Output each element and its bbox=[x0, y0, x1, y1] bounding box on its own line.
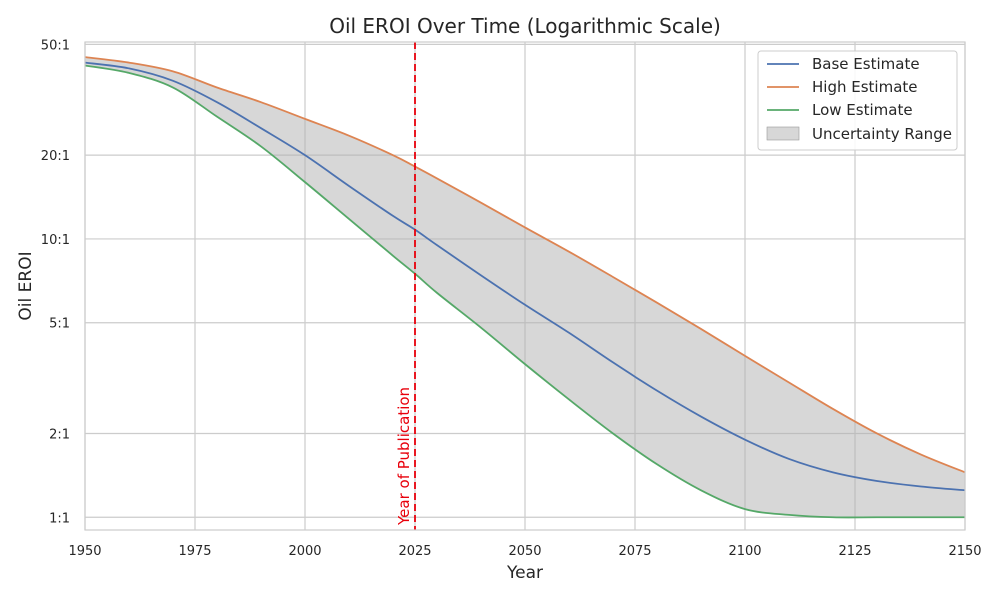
y-tick-labels: 1:1 2:1 5:1 10:1 20:1 50:1 bbox=[41, 38, 70, 526]
y-tick-label: 2:1 bbox=[49, 427, 70, 442]
x-tick-label: 2150 bbox=[948, 544, 981, 559]
y-tick-label: 10:1 bbox=[41, 233, 70, 248]
x-tick-label: 2125 bbox=[838, 544, 871, 559]
legend-box bbox=[757, 50, 958, 151]
legend-swatch-band bbox=[766, 126, 800, 141]
publication-year-label: Year of Publication bbox=[395, 387, 413, 526]
x-tick-label: 2025 bbox=[398, 544, 431, 559]
x-tick-label: 1975 bbox=[178, 544, 211, 559]
x-tick-label: 2075 bbox=[618, 544, 651, 559]
y-tick-label: 1:1 bbox=[49, 511, 70, 526]
x-axis-label: Year bbox=[506, 563, 543, 583]
legend-label-base: Base Estimate bbox=[812, 55, 920, 73]
uncertainty-range-band bbox=[85, 57, 965, 518]
x-tick-labels: 1950 1975 2000 2025 2050 2075 2100 2125 2150 bbox=[68, 544, 981, 559]
legend-label-high: High Estimate bbox=[812, 78, 918, 96]
base-estimate-line bbox=[84, 61, 966, 492]
x-tick-label: 2000 bbox=[288, 544, 321, 559]
high-estimate-line bbox=[84, 56, 966, 474]
x-tick-label: 2050 bbox=[508, 544, 541, 559]
y-tick-label: 20:1 bbox=[41, 149, 70, 164]
chart-title: Oil EROI Over Time (Logarithmic Scale) bbox=[329, 14, 721, 38]
legend-label-band: Uncertainty Range bbox=[812, 125, 952, 143]
low-estimate-line bbox=[84, 64, 965, 519]
annotation-layer: Year of Publication bbox=[395, 42, 416, 530]
plot-frame bbox=[84, 41, 966, 531]
legend: Base Estimate High Estimate Low Estimate… bbox=[757, 50, 958, 151]
x-tick-label: 2100 bbox=[728, 544, 761, 559]
y-tick-label: 5:1 bbox=[49, 317, 70, 332]
y-axis-label: Oil EROI bbox=[16, 251, 36, 320]
x-tick-label: 1950 bbox=[68, 544, 101, 559]
y-tick-label: 50:1 bbox=[41, 38, 70, 53]
series-layer bbox=[84, 56, 966, 519]
uncertainty-band-layer bbox=[85, 57, 965, 518]
legend-label-low: Low Estimate bbox=[812, 101, 913, 119]
